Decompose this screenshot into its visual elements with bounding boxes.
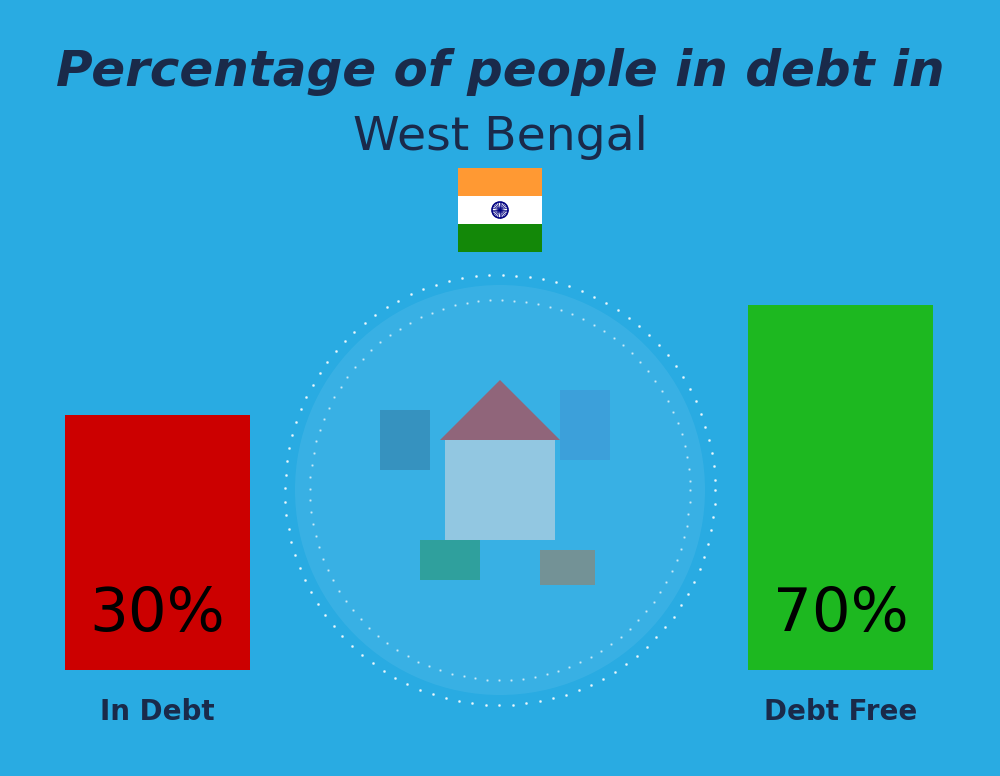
Text: 30%: 30% [90, 586, 225, 645]
Bar [445, 440, 555, 540]
Text: 70%: 70% [773, 586, 908, 645]
Bar [748, 305, 933, 670]
Bar [458, 196, 542, 224]
Bar [420, 540, 480, 580]
Bar [380, 410, 430, 470]
Circle shape [295, 285, 705, 695]
Text: In Debt: In Debt [100, 698, 215, 726]
Circle shape [499, 209, 501, 211]
Bar [560, 390, 610, 460]
Text: Percentage of people in debt in: Percentage of people in debt in [56, 48, 944, 96]
Bar [65, 415, 250, 670]
Bar [458, 224, 542, 252]
Bar [458, 168, 542, 196]
Text: West Bengal: West Bengal [353, 116, 647, 161]
Text: Debt Free: Debt Free [764, 698, 917, 726]
Polygon shape [440, 380, 560, 440]
Bar [540, 550, 595, 585]
